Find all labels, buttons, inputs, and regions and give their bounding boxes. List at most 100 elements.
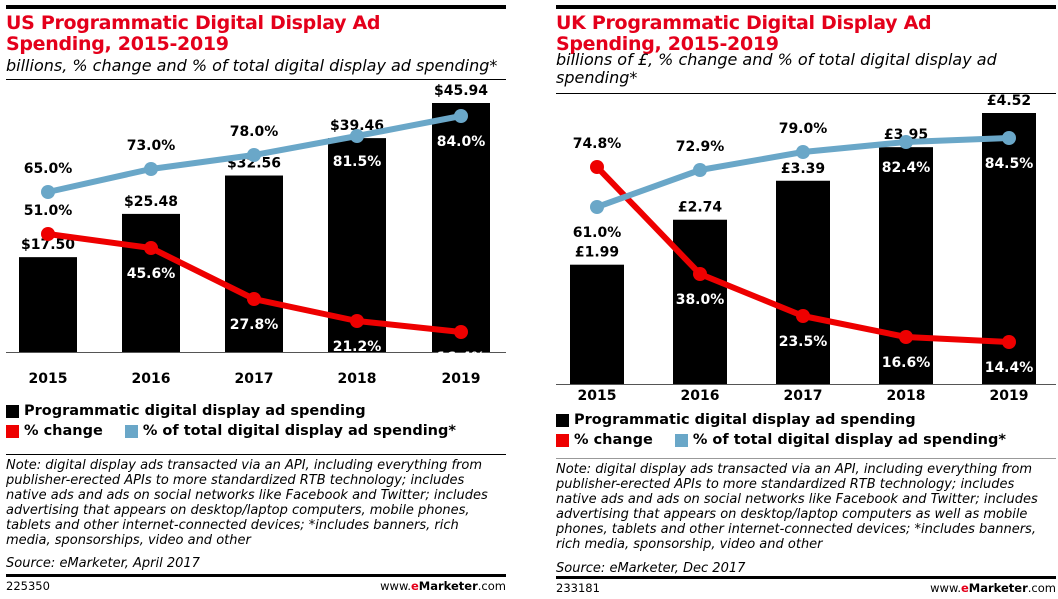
share-point-2018 [899,135,913,149]
chart-note: Note: digital display ads transacted via… [556,462,1038,552]
legend-swatch-change [556,433,569,447]
share-label-2015: 61.0% [573,225,622,241]
bar-label-2015: £1.99 [575,245,619,261]
share-point-2016 [693,163,707,177]
bar-2015 [570,264,624,384]
bar-label-2019: £4.52 [987,94,1031,109]
x-tick-label-2018: 2018 [338,371,377,387]
x-tick-label-2019: 2019 [442,371,481,387]
share-point-2019 [454,109,468,123]
legend-label-share: % of total digital display ad spending* [692,432,1006,448]
change-label-2017: 23.5% [779,334,828,350]
share-label-2019: 84.0% [437,134,486,150]
header-rule [6,79,506,80]
chart-source: Source: eMarketer, April 2017 [6,556,200,571]
bar-2015 [19,257,77,352]
chart-title: UK Programmatic Digital Display Ad Spend… [556,12,932,55]
share-label-2017: 78.0% [230,124,279,140]
x-tick-label-2015: 2015 [29,371,68,387]
bar-label-2016: £2.74 [678,200,723,216]
legend-label-spending: Programmatic digital display ad spending [24,403,366,419]
share-label-2016: 73.0% [127,138,176,154]
change-point-2017 [247,292,261,306]
legend-swatch-bar [556,413,569,427]
share-label-2016: 72.9% [676,139,725,155]
emarketer-link[interactable]: www.eMarketer.com [380,579,506,593]
change-point-2016 [144,241,158,255]
x-tick-label-2017: 2017 [235,371,274,387]
bar-label-2016: $25.48 [124,194,178,210]
emarketer-link[interactable]: www.eMarketer.com [930,581,1056,595]
change-label-2018: 16.6% [882,355,931,371]
bar-2019 [432,103,490,352]
legend-swatch-change [6,424,19,438]
chart-legend: Programmatic digital display ad spending… [556,410,1006,450]
share-label-2018: 82.4% [882,160,931,176]
change-label-2016: 38.0% [676,292,725,308]
share-label-2017: 79.0% [779,121,828,137]
legend-rule [556,458,1056,459]
share-point-2015 [590,200,604,214]
x-tick-label-2019: 2019 [990,388,1029,404]
chart-source: Source: eMarketer, Dec 2017 [556,561,746,576]
x-tick-label-2016: 2016 [132,371,171,387]
share-point-2018 [350,129,364,143]
chart-subtitle: billions, % change and % of total digita… [6,56,498,75]
chart-note: Note: digital display ads transacted via… [6,458,488,548]
share-label-2015: 65.0% [24,161,73,177]
bar-label-2017: £3.39 [781,161,825,177]
header-rule [556,93,1056,94]
x-tick-label-2016: 2016 [681,388,720,404]
share-label-2019: 84.5% [985,156,1034,172]
chart-id: 225350 [6,579,50,593]
change-label-2019: 14.4% [985,360,1034,376]
bar-2018 [879,147,933,384]
change-label-2015: 74.8% [573,136,622,152]
change-label-2019: 16.4% [437,350,486,366]
share-point-2017 [247,148,261,162]
chart-footer: 225350 www.eMarketer.com [6,579,506,593]
change-point-2019 [454,325,468,339]
chart-plot: £1.992015£2.742016£3.392017£3.952018£4.5… [556,94,1056,404]
legend-label-share: % of total digital display ad spending* [142,423,456,439]
x-tick-label-2015: 2015 [578,388,617,404]
chart-footer: 233181 www.eMarketer.com [556,581,1056,595]
change-label-2017: 27.8% [230,317,279,333]
bar-2017 [776,180,830,384]
chart-plot: $17.502015$25.482016$32.562017$39.462018… [6,83,506,387]
share-point-2016 [144,162,158,176]
bar-label-2019: $45.94 [434,83,488,99]
change-point-2019 [1002,335,1016,349]
change-point-2018 [899,330,913,344]
x-tick-label-2017: 2017 [784,388,823,404]
bar-2017 [225,175,283,352]
change-point-2015 [41,227,55,241]
change-label-2018: 21.2% [333,339,382,355]
bar-label-2015: $17.50 [21,237,75,253]
legend-label-change: % change [24,423,103,439]
change-point-2016 [693,267,707,281]
change-label-2016: 45.6% [127,266,176,282]
chart-id: 233181 [556,581,600,595]
bar-2016 [122,213,180,352]
footer-rule [6,574,506,577]
share-point-2015 [41,185,55,199]
legend-rule [6,454,506,455]
share-point-2019 [1002,131,1016,145]
legend-swatch-bar [6,404,19,418]
change-label-2015: 51.0% [24,203,73,219]
chart-title: US Programmatic Digital Display Ad Spend… [6,12,381,55]
footer-rule [556,576,1056,579]
legend-label-spending: Programmatic digital display ad spending [574,412,916,428]
us-chart-panel: US Programmatic Digital Display Ad Spend… [6,0,506,599]
change-point-2015 [590,160,604,174]
share-label-2018: 81.5% [333,154,382,170]
share-point-2017 [796,145,810,159]
legend-swatch-share [124,424,138,438]
legend-swatch-share [674,433,688,447]
chart-subtitle: billions of £, % change and % of total d… [556,50,997,87]
bar-label-2018: $39.46 [330,118,384,134]
change-point-2017 [796,309,810,323]
x-tick-label-2018: 2018 [887,388,926,404]
top-rule [556,5,1056,9]
